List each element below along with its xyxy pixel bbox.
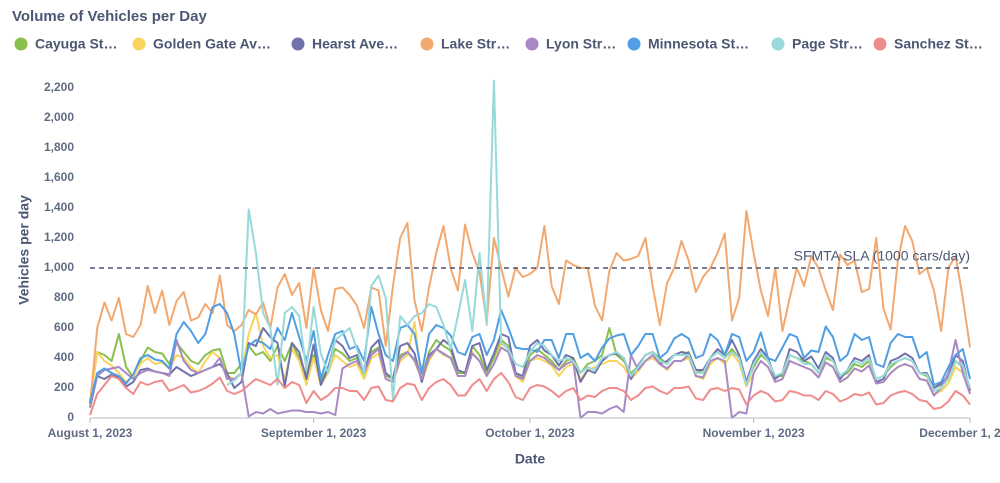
legend-label: Lyon Str… [546, 36, 616, 52]
series-line [89, 372, 971, 416]
y-tick-label: 0 [67, 410, 74, 424]
legend-swatch [291, 37, 305, 51]
legend-label: Sanchez St… [894, 36, 983, 52]
y-tick-label: 1,000 [44, 260, 74, 274]
y-tick-label: 2,200 [44, 80, 74, 94]
legend-swatch [627, 37, 641, 51]
x-tick-label: November 1, 2023 [703, 426, 805, 440]
x-tick-label: December 1, 2023 [919, 426, 1000, 440]
legend-swatch [873, 37, 887, 51]
plot-area [89, 79, 971, 419]
x-tick-label: September 1, 2023 [261, 426, 367, 440]
y-tick-label: 600 [54, 320, 74, 334]
series-line [89, 303, 971, 404]
y-tick-label: 1,600 [44, 170, 74, 184]
legend-label: Page Str… [792, 36, 863, 52]
series-line [226, 79, 971, 401]
legend-swatch [14, 37, 28, 51]
series-line [89, 327, 971, 408]
legend-label: Golden Gate Av… [153, 36, 271, 52]
y-tick-label: 200 [54, 380, 74, 394]
legend-label: Cayuga St… [35, 36, 117, 52]
legend-swatch [132, 37, 146, 51]
y-axis-label: Vehicles per day [16, 195, 32, 305]
legend-label: Hearst Ave… [312, 36, 398, 52]
legend-label: Lake Str… [441, 36, 510, 52]
y-tick-label: 1,400 [44, 200, 74, 214]
y-tick-label: 1,200 [44, 230, 74, 244]
legend-label: Minnesota St… [648, 36, 749, 52]
y-tick-label: 2,000 [44, 110, 74, 124]
legend-swatch [420, 37, 434, 51]
series-line [89, 210, 971, 407]
reference-label: SFMTA SLA (1000 cars/day) [794, 248, 970, 264]
x-axis-label: Date [515, 451, 546, 467]
y-tick-label: 1,800 [44, 140, 74, 154]
y-tick-label: 800 [54, 290, 74, 304]
x-tick-label: October 1, 2023 [485, 426, 575, 440]
chart-title: Volume of Vehicles per Day [12, 8, 207, 25]
legend-swatch [525, 37, 539, 51]
legend-swatch [771, 37, 785, 51]
x-tick-label: August 1, 2023 [48, 426, 133, 440]
y-tick-label: 400 [54, 350, 74, 364]
